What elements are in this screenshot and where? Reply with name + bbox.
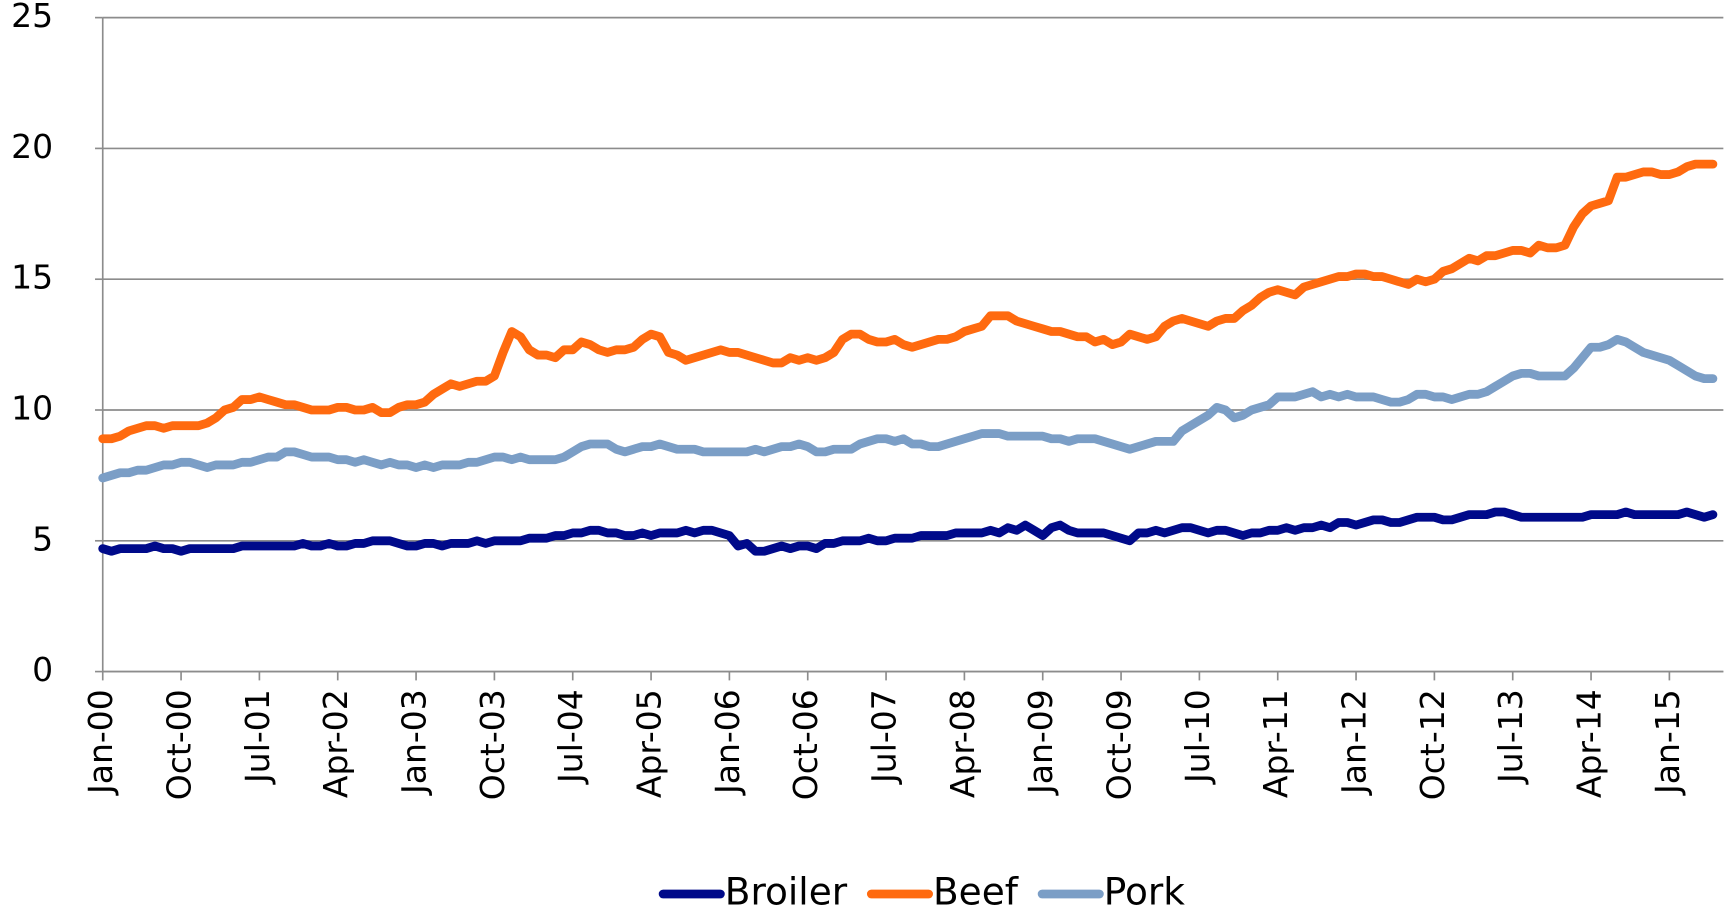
x-tick-label: Jan-00 [81,689,120,796]
y-tick-label: 25 [11,0,53,35]
legend: Broiler Beef Pork [658,869,1186,913]
y-tick-label: 15 [11,258,53,297]
x-tick-label: Jul-10 [1178,689,1217,785]
x-tick-label: Oct-00 [160,689,199,800]
x-tick-label: Oct-06 [786,689,825,800]
x-tick-label: Oct-03 [473,689,512,800]
y-tick-label: 20 [11,127,53,166]
series-line [98,334,1718,483]
x-tick-label: Jan-03 [395,689,434,796]
y-tick-label: 10 [11,388,53,427]
series-line [98,507,1718,556]
x-tick-label: Jul-07 [865,689,904,785]
y-tick-label: 0 [32,650,53,689]
legend-label: Beef [933,869,1019,913]
x-tick-label: Jul-13 [1491,689,1530,785]
series-line [98,159,1718,444]
legend-label: Broiler [725,869,848,913]
x-tick-label: Jan-15 [1648,689,1687,796]
x-tick-label: Apr-02 [316,689,355,798]
x-tick-label: Jan-06 [708,689,747,796]
x-tick-label: Apr-05 [630,689,669,798]
legend-label: Pork [1104,869,1186,913]
x-tick-label: Oct-09 [1100,689,1139,800]
x-tick-label: Apr-11 [1256,689,1295,798]
x-tick-label: Jan-12 [1335,689,1374,796]
x-tick-label: Jul-01 [238,689,277,785]
x-tick-label: Jan-09 [1021,689,1060,796]
y-tick-label: 5 [32,519,53,558]
x-tick-label: Jul-04 [551,689,590,785]
x-tick-label: Oct-12 [1413,689,1452,800]
x-tick-label: Apr-14 [1570,689,1609,798]
x-tick-label: Apr-08 [943,689,982,798]
